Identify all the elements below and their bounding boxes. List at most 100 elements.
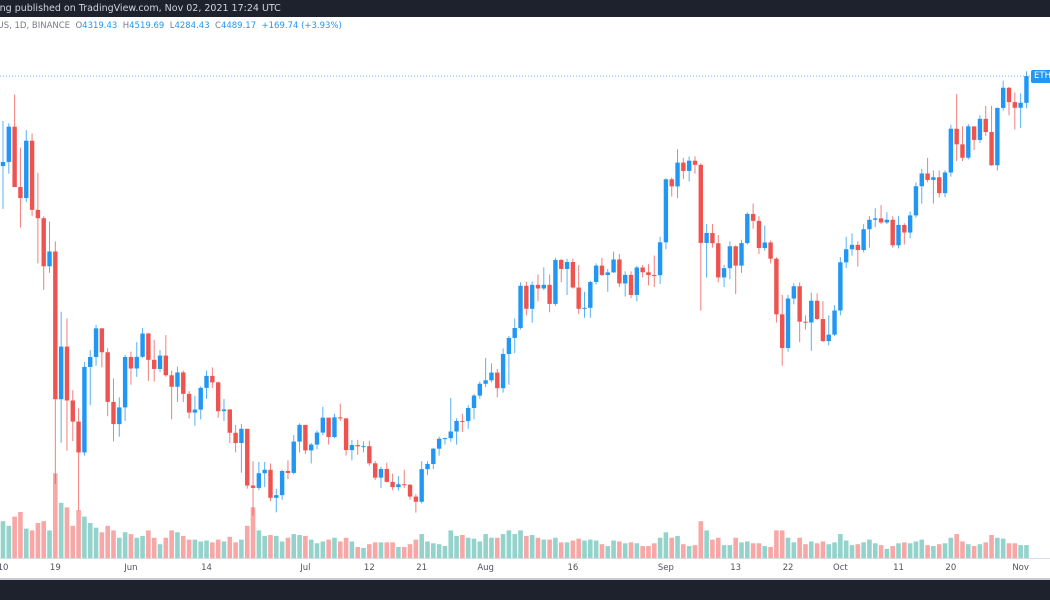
candle-body [966,126,971,158]
volume-bar [681,544,686,558]
volume-bar [558,542,564,558]
candle-down [960,126,965,162]
change-value: +169.74 (+3.93%) [261,21,342,31]
candle-body [954,128,959,145]
volume-bar [965,544,971,558]
candle-down [268,463,273,502]
candle-up [832,305,837,336]
candle-body [942,172,948,194]
volume-bar [1024,545,1029,558]
candle-up [762,225,767,251]
candle-body [402,484,407,486]
x-tick-label: Jul [300,563,311,573]
volume-bar [855,544,861,558]
volume-bar [715,537,721,558]
candle-down [599,257,605,277]
volume-bar [483,534,488,558]
candle-down [814,293,820,321]
candle-down [227,409,232,444]
volume-bar [163,537,169,558]
candle-up [634,265,640,302]
candle-up [896,216,901,249]
candle-body [146,333,151,360]
candle-up [1024,71,1029,109]
candle-down [128,351,134,385]
volume-bar [314,543,320,558]
candle-down [303,424,308,455]
price-chart[interactable] [0,17,1050,558]
candle-body [367,446,372,464]
candle-body [902,224,907,233]
volume-bar [227,536,233,558]
volume-bar [320,541,326,558]
candle-body [221,409,227,412]
volume-bar [1012,543,1018,558]
candle-down [250,461,256,516]
volume-bar [256,530,262,558]
volume-bar [1018,545,1023,558]
volume-bar [593,540,599,558]
candle-up [93,324,99,366]
volume-bar [378,542,384,558]
candle-body [332,417,337,438]
candle-down [971,126,977,150]
candle-body [448,431,453,439]
volume-bar [785,537,791,558]
volume-bar [832,542,837,558]
candle-up [605,268,610,292]
candle-up [117,397,122,437]
candle-body [134,356,139,369]
candle-up [157,350,163,373]
candle-body [762,242,767,248]
volume-bar [669,537,675,558]
volume-bar [192,539,198,558]
candle-up [529,281,535,323]
low-label: L [169,21,175,31]
candle-body [733,246,738,266]
volume-bar [878,545,884,558]
candle-body [489,372,494,381]
candle-down [35,172,41,264]
candle-body [890,219,895,246]
candle-up [122,354,128,421]
candle-body [617,259,622,284]
candle-body [669,179,674,187]
volume-bar [896,543,901,558]
candle-body [471,395,477,409]
candle-down [99,328,105,368]
volume-bar [157,544,163,558]
candle-down [384,462,389,483]
volume-bar [553,537,558,558]
volume-bar [454,535,459,558]
volume-bar [396,546,401,558]
candle-down [803,315,808,330]
time-axis[interactable]: 10 19 Jun 14 Jul 12 21 Aug 16 Sep 13 22 Oct 11 20 Nov [0,558,1050,579]
candle-up [291,435,296,475]
candle-body [396,484,401,488]
candle-body [983,118,988,133]
volume-bar [355,546,361,558]
volume-bar [53,473,58,558]
candle-body [192,409,198,413]
candle-down [756,216,762,254]
volume-bar [686,546,692,558]
candle-body [570,262,576,288]
volume-bar [599,544,605,558]
volume-bar [838,534,843,558]
candle-body [495,372,500,389]
candle-body [53,251,58,400]
volume-bar [512,534,518,558]
volume-bar [518,530,523,558]
candle-body [611,259,616,273]
candle-down [640,264,645,278]
volume-bar [884,548,890,558]
candle-down [559,258,564,283]
candle-body [960,144,965,158]
candle-body [477,383,483,396]
volume-bar [524,535,529,558]
candle-up [192,395,198,426]
volume-bar [843,540,849,558]
volume-bar [372,542,378,558]
candle-up [942,170,948,198]
candle-down [669,177,674,197]
